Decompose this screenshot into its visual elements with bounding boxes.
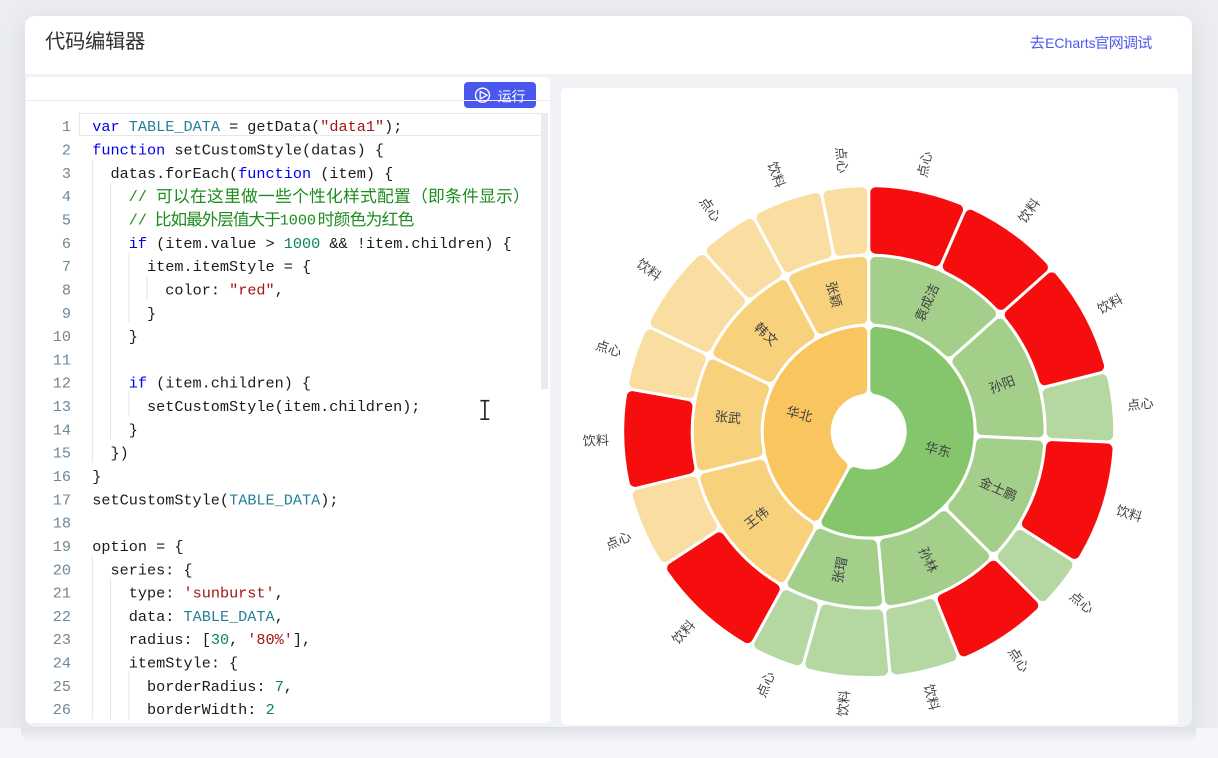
svg-text:data:: data: <box>129 608 175 626</box>
svg-text:18: 18 <box>53 515 71 533</box>
svg-text:"red": "red" <box>229 281 275 299</box>
svg-text:20: 20 <box>53 561 71 579</box>
svg-text:setCustomStyle(: setCustomStyle( <box>92 491 229 509</box>
svg-text:);: ); <box>384 118 402 136</box>
svg-text://: // <box>129 212 147 230</box>
svg-text:2: 2 <box>62 142 71 160</box>
svg-text:}: } <box>129 421 138 439</box>
svg-text:ECharts: ECharts <box>1045 35 1096 51</box>
svg-text:);: ); <box>320 491 338 509</box>
svg-text:9: 9 <box>62 305 71 323</box>
svg-text:17: 17 <box>53 491 71 509</box>
svg-text:TABLE_DATA: TABLE_DATA <box>129 118 221 136</box>
svg-text:(item) {: (item) { <box>320 165 393 183</box>
svg-text:'sunburst': 'sunburst' <box>184 585 275 603</box>
svg-text:22: 22 <box>53 608 71 626</box>
svg-text:15: 15 <box>53 445 71 463</box>
svg-text:5: 5 <box>62 212 71 230</box>
svg-text:19: 19 <box>53 538 71 556</box>
svg-text:item.itemStyle = {: item.itemStyle = { <box>147 258 311 276</box>
svg-text:,: , <box>284 678 293 696</box>
svg-text:1: 1 <box>62 118 71 136</box>
svg-text:1000: 1000 <box>284 235 320 253</box>
svg-text:],: ], <box>293 631 311 649</box>
svg-text:(item.children) {: (item.children) { <box>156 375 311 393</box>
svg-text:1000: 1000 <box>280 212 316 230</box>
svg-text:function: function <box>238 165 311 183</box>
svg-text:series: {: series: { <box>111 561 193 579</box>
svg-text:TABLE_DATA: TABLE_DATA <box>229 491 321 509</box>
svg-text:option = {: option = { <box>92 538 183 556</box>
svg-text:if: if <box>129 375 147 393</box>
svg-text:=: = <box>229 118 238 136</box>
svg-text:,: , <box>229 631 238 649</box>
svg-text:6: 6 <box>62 235 71 253</box>
svg-text:8: 8 <box>62 281 71 299</box>
svg-text:3: 3 <box>62 165 71 183</box>
svg-text:12: 12 <box>53 375 71 393</box>
svg-text:13: 13 <box>53 398 71 416</box>
svg-text:11: 11 <box>53 351 71 369</box>
svg-text:color:: color: <box>165 281 220 299</box>
svg-text:if: if <box>129 235 147 253</box>
svg-text:2: 2 <box>266 701 275 719</box>
svg-text:,: , <box>275 585 284 603</box>
svg-text:21: 21 <box>53 585 71 603</box>
svg-text:radius: [: radius: [ <box>129 631 211 649</box>
svg-text:datas.forEach(: datas.forEach( <box>111 165 239 183</box>
svg-text:function: function <box>92 142 165 160</box>
svg-text:&& !item.children) {: && !item.children) { <box>329 235 511 253</box>
svg-text:setCustomStyle(item.children);: setCustomStyle(item.children); <box>147 398 420 416</box>
svg-text:setCustomStyle(datas) {: setCustomStyle(datas) { <box>174 142 384 160</box>
svg-text:4: 4 <box>62 188 71 206</box>
svg-text:(item.value >: (item.value > <box>156 235 274 253</box>
svg-text:var: var <box>92 118 119 136</box>
svg-text:}: } <box>92 468 101 486</box>
svg-text:,: , <box>275 608 284 626</box>
svg-text:}: } <box>129 328 138 346</box>
svg-text:type:: type: <box>129 585 175 603</box>
svg-text:}): }) <box>111 445 129 463</box>
svg-text:30: 30 <box>211 631 229 649</box>
svg-text:24: 24 <box>53 655 71 673</box>
svg-text:10: 10 <box>53 328 71 346</box>
svg-text:14: 14 <box>53 421 71 439</box>
svg-text:borderWidth:: borderWidth: <box>147 701 256 719</box>
svg-text:'80%': '80%' <box>247 631 293 649</box>
svg-text:getData(: getData( <box>247 118 320 136</box>
svg-text:16: 16 <box>53 468 71 486</box>
svg-text://: // <box>129 188 147 206</box>
svg-text:}: } <box>147 305 156 323</box>
svg-text:26: 26 <box>53 701 71 719</box>
svg-text:23: 23 <box>53 631 71 649</box>
svg-text:borderRadius:: borderRadius: <box>147 678 265 696</box>
svg-text:25: 25 <box>53 678 71 696</box>
svg-text:itemStyle: {: itemStyle: { <box>129 655 238 673</box>
svg-text:,: , <box>275 281 284 299</box>
svg-text:"data1": "data1" <box>320 118 384 136</box>
svg-text:7: 7 <box>275 678 284 696</box>
svg-text:TABLE_DATA: TABLE_DATA <box>184 608 276 626</box>
svg-text:7: 7 <box>62 258 71 276</box>
